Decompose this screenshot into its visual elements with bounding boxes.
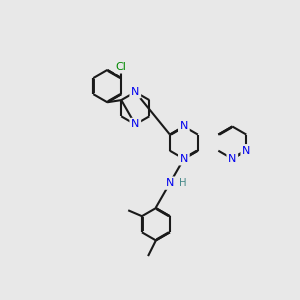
Text: H: H bbox=[179, 178, 187, 188]
Text: Cl: Cl bbox=[116, 62, 127, 72]
Text: N: N bbox=[131, 119, 140, 129]
Text: N: N bbox=[242, 146, 250, 156]
Text: N: N bbox=[228, 154, 236, 164]
Text: N: N bbox=[180, 154, 188, 164]
Text: N: N bbox=[131, 87, 140, 97]
Text: N: N bbox=[166, 178, 174, 188]
Text: N: N bbox=[180, 122, 188, 131]
